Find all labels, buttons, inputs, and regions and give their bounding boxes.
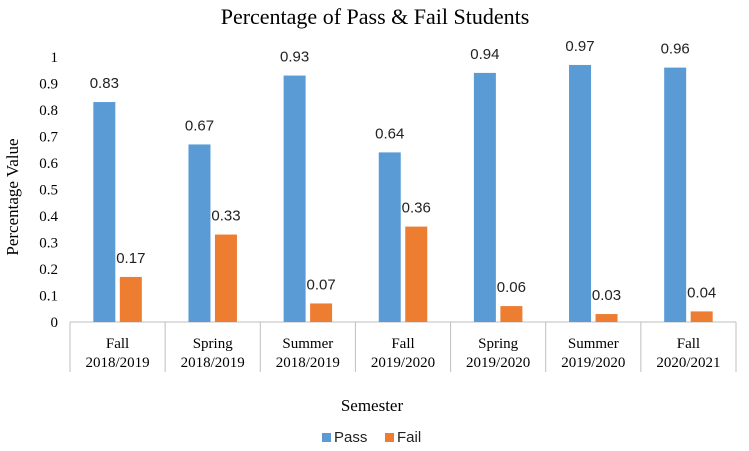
fail-data-label: 0.33	[211, 208, 240, 225]
fail-data-label: 0.07	[307, 276, 336, 293]
fail-data-label: 0.06	[497, 279, 526, 296]
pass-data-label: 0.97	[565, 38, 594, 55]
pass-legend-label: Pass	[334, 429, 367, 446]
fail-data-label: 0.04	[687, 284, 716, 301]
pass-data-label: 0.83	[90, 75, 119, 92]
pass-data-label: 0.67	[185, 117, 214, 134]
x-tick-label: 2019/2020	[561, 355, 625, 371]
x-tick-label: 2018/2019	[181, 355, 245, 371]
y-tick-label: 1	[51, 50, 59, 66]
y-tick-label: 0.1	[39, 289, 58, 305]
x-tick-label: Fall	[391, 336, 414, 352]
fail-bar	[214, 234, 237, 322]
chart-title: Percentage of Pass & Fail Students	[221, 4, 530, 29]
y-tick-label: 0.4	[39, 209, 58, 225]
fail-data-label: 0.17	[116, 250, 145, 267]
x-tick-label: 2019/2020	[466, 355, 530, 371]
pass-bar	[569, 64, 592, 322]
y-tick-label: 0	[51, 315, 59, 331]
y-tick-label: 0.9	[39, 77, 58, 93]
fail-data-label: 0.36	[402, 200, 431, 217]
x-tick-label: 2018/2019	[85, 355, 149, 371]
pass-bar	[473, 72, 496, 323]
x-axis-title: Semester	[341, 396, 404, 415]
pass-bar	[93, 102, 116, 322]
fail-bar	[405, 226, 428, 322]
x-tick-label: Spring	[478, 336, 519, 352]
pass-legend-swatch	[322, 433, 331, 442]
y-axis-title: Percentage Value	[3, 138, 22, 255]
fail-bar	[310, 303, 333, 322]
y-tick-label: 0.6	[39, 156, 58, 172]
fail-data-label: 0.03	[592, 287, 621, 304]
fail-legend-swatch	[385, 433, 394, 442]
y-tick-label: 0.8	[39, 103, 58, 119]
fail-bar	[595, 314, 618, 322]
plot-area: 0 0.1 0.2 0.3 0.4 0.5 0.6 0.7 0.8 0.9 1 0.83 0.17 Fal…	[39, 38, 737, 372]
y-tick-label: 0.7	[39, 130, 58, 146]
y-tick-label: 0.3	[39, 236, 58, 252]
fail-legend-label: Fail	[397, 429, 421, 446]
x-tick-label: 2020/2021	[656, 355, 720, 371]
legend: Pass Fail	[322, 429, 421, 446]
pass-data-label: 0.64	[375, 125, 404, 142]
y-tick-label: 0.5	[39, 183, 58, 199]
pass-data-label: 0.93	[280, 49, 309, 66]
y-tick-label: 0.2	[39, 262, 58, 278]
x-tick-label: Fall	[677, 336, 700, 352]
x-tick-label: 2018/2019	[276, 355, 340, 371]
x-tick-label: 2019/2020	[371, 355, 435, 371]
fail-bar	[500, 306, 523, 322]
x-tick-label: Spring	[193, 336, 234, 352]
fail-bar	[119, 276, 142, 322]
x-tick-label: Summer	[282, 336, 333, 352]
x-tick-label: Fall	[106, 336, 129, 352]
fail-bar	[690, 311, 713, 322]
pass-bar	[188, 144, 211, 322]
pass-bar	[664, 67, 687, 322]
x-tick-label: Summer	[568, 336, 619, 352]
pass-bar	[378, 152, 401, 322]
pass-bar	[283, 75, 306, 322]
pass-data-label: 0.96	[661, 41, 690, 58]
pass-data-label: 0.94	[470, 46, 499, 63]
